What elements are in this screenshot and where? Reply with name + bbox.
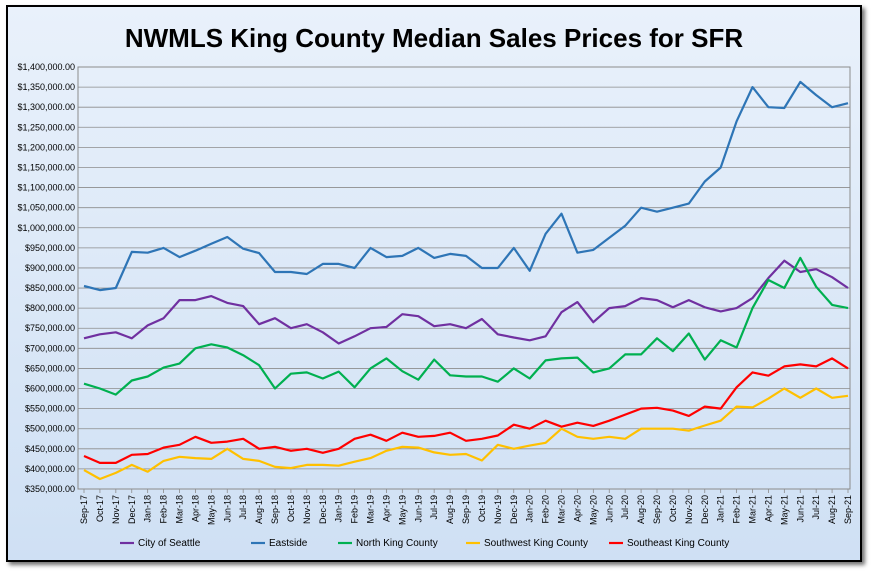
x-tick-label: Apr-18 xyxy=(190,495,200,522)
x-tick-label: Apr-19 xyxy=(381,495,391,522)
x-tick-label: Feb-18 xyxy=(159,495,169,524)
y-tick-label: $1,250,000.00 xyxy=(17,122,75,132)
x-axis: Sep-17 Oct-17 Nov-17 Dec-17 Jan-18 Feb-18 Mar-… xyxy=(79,489,853,525)
series-line-southeast-king-county xyxy=(83,357,849,464)
y-tick-label: $400,000.00 xyxy=(25,464,75,474)
x-tick-label: Nov-20 xyxy=(684,495,694,524)
x-tick-label: Jul-19 xyxy=(429,495,439,520)
x-tick-label: Jul-21 xyxy=(811,495,821,520)
chart-frame: NWMLS King County Median Sales Prices fo… xyxy=(6,5,862,562)
y-tick-label: $1,150,000.00 xyxy=(17,162,75,172)
x-tick-label: Dec-18 xyxy=(318,495,328,524)
line-chart: NWMLS King County Median Sales Prices fo… xyxy=(17,23,853,549)
legend-label: Eastside xyxy=(269,538,308,549)
y-tick-label: $1,100,000.00 xyxy=(17,183,75,193)
x-tick-label: Aug-20 xyxy=(636,495,646,524)
x-tick-label: Nov-18 xyxy=(302,495,312,524)
series-line-city-of-seattle xyxy=(83,259,849,345)
y-tick-label: $1,200,000.00 xyxy=(17,142,75,152)
x-tick-label: Feb-19 xyxy=(350,495,360,524)
x-tick-label: Apr-21 xyxy=(763,495,773,522)
x-tick-label: Dec-17 xyxy=(127,495,137,524)
x-tick-label: Sep-17 xyxy=(79,495,89,524)
x-tick-label: Jan-21 xyxy=(716,495,726,523)
series-line-eastside xyxy=(83,80,849,292)
x-tick-label: Aug-21 xyxy=(827,495,837,524)
x-tick-label: Oct-19 xyxy=(477,495,487,522)
x-tick-label: Nov-19 xyxy=(493,495,503,524)
x-tick-label: Sep-18 xyxy=(270,495,280,524)
x-tick-label: Sep-21 xyxy=(843,495,853,524)
x-tick-label: Jun-20 xyxy=(604,495,614,523)
x-tick-label: Mar-20 xyxy=(557,495,567,524)
y-tick-label: $700,000.00 xyxy=(25,343,75,353)
x-tick-label: Feb-20 xyxy=(541,495,551,524)
y-tick-label: $900,000.00 xyxy=(25,263,75,273)
x-tick-label: Oct-18 xyxy=(286,495,296,522)
x-tick-label: Jun-19 xyxy=(413,495,423,523)
legend-label: City of Seattle xyxy=(138,538,201,549)
x-tick-label: May-21 xyxy=(779,495,789,525)
y-tick-label: $1,350,000.00 xyxy=(17,82,75,92)
x-tick-label: Aug-18 xyxy=(254,495,264,524)
legend: City of Seattle Eastside North King County… xyxy=(120,538,729,549)
y-tick-label: $350,000.00 xyxy=(25,484,75,494)
legend-label: North King County xyxy=(356,538,438,549)
legend-label: Southwest King County xyxy=(484,538,588,549)
grid xyxy=(77,66,851,490)
x-tick-label: May-20 xyxy=(588,495,598,525)
chart-title: NWMLS King County Median Sales Prices fo… xyxy=(125,23,744,53)
x-tick-label: Jul-20 xyxy=(620,495,630,520)
y-tick-label: $1,300,000.00 xyxy=(17,102,75,112)
x-tick-label: May-19 xyxy=(397,495,407,525)
y-tick-label: $650,000.00 xyxy=(25,363,75,373)
x-tick-label: Apr-20 xyxy=(572,495,582,522)
x-tick-label: Jul-18 xyxy=(238,495,248,520)
x-tick-label: Dec-20 xyxy=(700,495,710,524)
x-tick-label: Mar-21 xyxy=(748,495,758,524)
x-tick-label: Sep-19 xyxy=(461,495,471,524)
y-tick-label: $800,000.00 xyxy=(25,303,75,313)
x-tick-label: Oct-20 xyxy=(668,495,678,522)
x-tick-label: Dec-19 xyxy=(509,495,519,524)
x-tick-label: Oct-17 xyxy=(95,495,105,522)
legend-label: Southeast King County xyxy=(627,538,729,549)
y-tick-label: $1,000,000.00 xyxy=(17,223,75,233)
y-tick-label: $600,000.00 xyxy=(25,384,75,394)
series-line-southwest-king-county xyxy=(83,387,849,481)
x-tick-label: Feb-21 xyxy=(732,495,742,524)
x-tick-label: Aug-19 xyxy=(445,495,455,524)
x-tick-label: Nov-17 xyxy=(111,495,121,524)
y-tick-label: $950,000.00 xyxy=(25,243,75,253)
x-tick-label: Jan-20 xyxy=(525,495,535,523)
x-tick-label: Mar-19 xyxy=(366,495,376,524)
series-line-north-king-county xyxy=(83,256,849,396)
x-tick-label: Mar-18 xyxy=(175,495,185,524)
y-tick-label: $850,000.00 xyxy=(25,283,75,293)
y-tick-label: $500,000.00 xyxy=(25,424,75,434)
y-tick-label: $1,400,000.00 xyxy=(17,62,75,72)
x-tick-label: Sep-20 xyxy=(652,495,662,524)
x-tick-label: Jan-18 xyxy=(143,495,153,523)
x-tick-label: May-18 xyxy=(206,495,216,525)
x-tick-label: Jun-18 xyxy=(222,495,232,523)
x-tick-label: Jan-19 xyxy=(334,495,344,523)
y-tick-label: $450,000.00 xyxy=(25,444,75,454)
y-tick-label: $1,050,000.00 xyxy=(17,203,75,213)
x-tick-label: Jun-21 xyxy=(795,495,805,523)
plot-lines xyxy=(83,80,849,481)
y-axis: $350,000.00 $400,000.00 $450,000.00 $500,00… xyxy=(17,62,75,494)
y-tick-label: $750,000.00 xyxy=(25,323,75,333)
y-tick-label: $550,000.00 xyxy=(25,404,75,414)
